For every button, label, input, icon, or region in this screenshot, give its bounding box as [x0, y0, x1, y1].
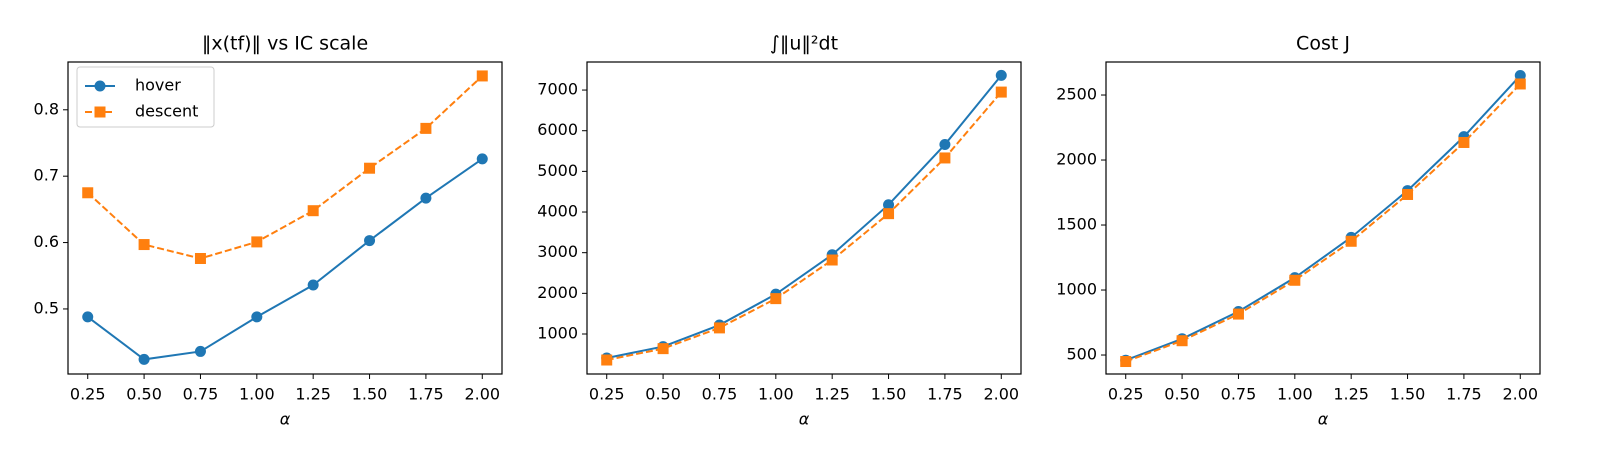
marker: [601, 354, 613, 366]
x-tick-label: 1.75: [408, 385, 444, 404]
marker: [939, 139, 951, 151]
marker: [883, 199, 895, 211]
marker: [826, 254, 838, 266]
marker: [1176, 335, 1188, 347]
x-tick-label: 0.50: [1164, 385, 1200, 404]
y-tick-label: 0.6: [34, 232, 59, 251]
series-line: [1125, 83, 1521, 363]
marker: [657, 343, 669, 355]
series-line: [606, 74, 1003, 359]
y-tick-label: 3000: [537, 242, 578, 261]
x-tick-label: 1.50: [1390, 385, 1426, 404]
marker: [1402, 188, 1414, 200]
marker: [476, 70, 488, 82]
plot-frame: [67, 61, 503, 375]
x-tick-label: 0.25: [589, 385, 625, 404]
y-tick-label: 2000: [537, 283, 578, 302]
y-tick-label: 1000: [1056, 280, 1097, 299]
marker: [251, 236, 263, 248]
marker: [364, 235, 376, 247]
y-tick-label: 0.7: [34, 166, 59, 185]
y-tick-label: 5000: [537, 161, 578, 180]
x-tick-label: 0.75: [702, 385, 738, 404]
x-tick-label: 1.25: [295, 385, 331, 404]
y-tick-label: 7000: [537, 80, 578, 99]
marker: [420, 122, 432, 134]
marker: [138, 239, 150, 251]
plot-frame: [586, 61, 1022, 375]
marker: [194, 252, 206, 264]
y-tick-label: 0.8: [34, 99, 59, 118]
series-line: [1125, 74, 1522, 362]
x-tick-label: 1.00: [758, 385, 794, 404]
marker: [1232, 308, 1244, 320]
x-axis-label: α: [280, 410, 291, 429]
y-tick-label: 2000: [1056, 150, 1097, 169]
marker: [307, 279, 319, 291]
marker: [995, 86, 1007, 98]
y-tick-label: 2500: [1056, 85, 1097, 104]
legend-marker: [94, 106, 106, 118]
x-tick-label: 1.00: [239, 385, 275, 404]
x-tick-label: 2.00: [983, 385, 1019, 404]
series-line: [87, 75, 483, 260]
marker: [251, 311, 263, 323]
marker: [939, 152, 951, 164]
marker: [82, 311, 94, 323]
x-tick-label: 0.50: [126, 385, 162, 404]
y-tick-label: 1500: [1056, 215, 1097, 234]
x-tick-label: 1.00: [1277, 385, 1313, 404]
chart-title: ‖x(tf)‖ vs IC scale: [202, 33, 368, 55]
marker: [1345, 235, 1357, 247]
marker: [364, 162, 376, 174]
legend-label: hover: [135, 76, 181, 95]
series-line: [606, 91, 1003, 361]
marker: [420, 192, 432, 204]
x-tick-label: 2.00: [464, 385, 500, 404]
x-tick-label: 0.25: [70, 385, 106, 404]
x-tick-label: 1.75: [927, 385, 963, 404]
marker: [883, 208, 895, 220]
x-tick-label: 2.00: [1502, 385, 1538, 404]
legend-label: descent: [135, 102, 198, 121]
marker: [82, 187, 94, 199]
marker: [1120, 356, 1132, 368]
x-tick-label: 1.50: [352, 385, 388, 404]
marker: [194, 345, 206, 357]
marker: [995, 69, 1007, 81]
x-tick-label: 1.25: [1333, 385, 1369, 404]
chart-title: Cost J: [1296, 33, 1350, 55]
x-tick-label: 0.25: [1108, 385, 1144, 404]
marker: [1514, 70, 1526, 82]
plot-frame: [1105, 61, 1541, 375]
chart-title: ∫‖u‖²dt: [770, 33, 838, 55]
marker: [476, 153, 488, 165]
x-tick-label: 0.50: [645, 385, 681, 404]
y-tick-label: 1000: [537, 323, 578, 342]
x-axis-label: α: [799, 410, 810, 429]
marker: [138, 353, 150, 365]
x-axis-label: α: [1318, 410, 1329, 429]
y-tick-label: 4000: [537, 202, 578, 221]
series-line: [87, 158, 483, 361]
x-tick-label: 0.75: [1221, 385, 1257, 404]
x-tick-label: 1.75: [1446, 385, 1482, 404]
x-tick-label: 0.75: [183, 385, 219, 404]
legend-marker: [94, 80, 106, 92]
marker: [713, 322, 725, 334]
x-tick-label: 1.50: [871, 385, 907, 404]
marker: [1458, 136, 1470, 148]
marker: [1289, 274, 1301, 286]
y-tick-label: 6000: [537, 120, 578, 139]
y-tick-label: 500: [1066, 345, 1097, 364]
marker: [1514, 78, 1526, 90]
marker: [770, 293, 782, 305]
y-tick-label: 0.5: [34, 298, 59, 317]
marker: [307, 205, 319, 217]
x-tick-label: 1.25: [814, 385, 850, 404]
